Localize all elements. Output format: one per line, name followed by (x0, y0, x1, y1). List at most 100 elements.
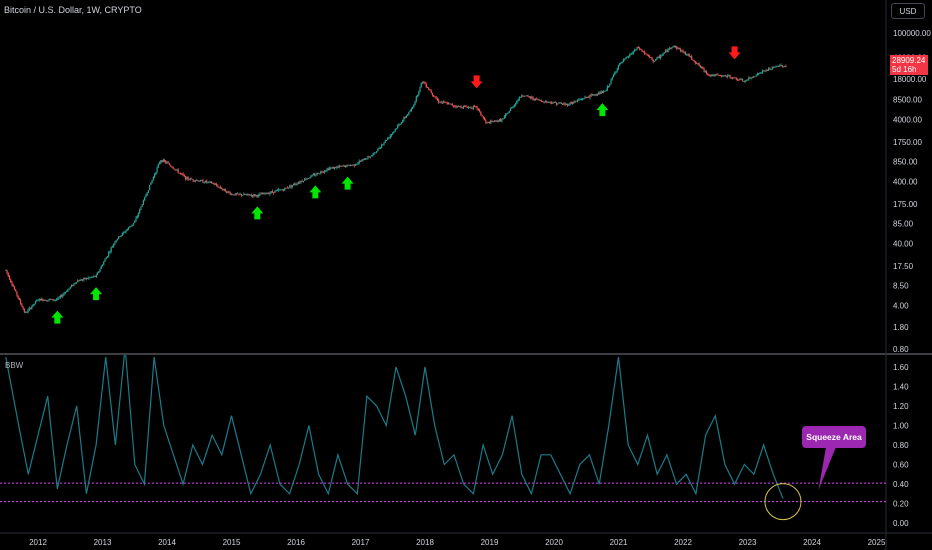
candle-body (65, 291, 68, 293)
candle-body (70, 285, 73, 287)
candle-body (575, 100, 577, 102)
candle-body (728, 75, 730, 77)
candle-body (289, 185, 291, 188)
candle-body (189, 178, 192, 180)
candle-body (595, 94, 597, 96)
candle-body (509, 108, 512, 111)
candle-body (219, 186, 221, 189)
candle-body (774, 66, 776, 68)
candle-body (151, 180, 153, 183)
candle-body (447, 103, 450, 105)
candle-body (399, 124, 401, 125)
candle-body (247, 193, 249, 195)
last-price: 28909.24 (892, 56, 926, 65)
candle-body (429, 89, 431, 91)
candle-body (436, 98, 439, 101)
candle-body (763, 70, 765, 72)
candle-body (33, 303, 35, 305)
candle-body (771, 66, 773, 69)
candle-body (300, 180, 302, 183)
candle-body (746, 79, 749, 81)
candle-body (502, 118, 504, 120)
candle-body (287, 187, 290, 189)
candle-body (364, 159, 367, 160)
currency-button[interactable]: USD (891, 3, 925, 19)
candle-body (505, 114, 507, 117)
candle-body (186, 177, 188, 180)
candle-body (21, 303, 23, 307)
candle-body (116, 238, 118, 241)
candle-body (743, 81, 745, 82)
candle-body (441, 101, 443, 103)
candle-body (655, 59, 657, 61)
candle-body (177, 169, 179, 173)
candle-body (181, 173, 183, 175)
candle-body (249, 194, 251, 196)
candle-body (156, 167, 158, 173)
candle-body (420, 82, 422, 87)
candle-body (683, 51, 685, 53)
candle-body (362, 158, 364, 161)
buy-arrow-icon (341, 176, 354, 190)
candle-body (563, 103, 565, 105)
candle-body (144, 197, 146, 201)
candle-body (549, 101, 551, 103)
candle-body (594, 94, 596, 96)
price-tick-label: 175.00 (893, 200, 918, 209)
candle-body (310, 175, 312, 178)
candle-body (22, 306, 24, 310)
candle-body (501, 119, 503, 122)
candle-body (547, 101, 549, 103)
candle-body (411, 107, 414, 109)
candle-body (478, 109, 481, 112)
candle-body (182, 173, 184, 176)
candle-body (472, 106, 474, 109)
candle-body (660, 55, 662, 58)
candle-body (322, 171, 324, 173)
candle-body (454, 106, 456, 107)
candle-body (251, 195, 254, 197)
candle-body (435, 97, 437, 99)
time-tick-label: 2015 (223, 538, 241, 547)
candle-body (237, 193, 239, 195)
candle-body (367, 156, 369, 159)
bbw-tick-label: 1.60 (893, 363, 909, 372)
candle-body (36, 300, 38, 302)
candle-body (130, 225, 132, 227)
candle-body (671, 47, 673, 49)
candle-body (705, 71, 708, 74)
candle-body (715, 74, 718, 76)
candle-body (276, 189, 278, 191)
candle-body (363, 158, 365, 160)
candle-body (500, 119, 502, 122)
candle-body (760, 72, 762, 74)
candle-body (688, 54, 690, 57)
time-tick-label: 2019 (481, 538, 499, 547)
candle-body (522, 95, 524, 97)
candle-body (754, 76, 756, 78)
candle-body (342, 165, 344, 167)
candle-body (507, 112, 509, 114)
candle-body (88, 277, 90, 279)
candle-body (663, 52, 665, 54)
candle-body (188, 179, 190, 181)
candle-body (374, 152, 376, 154)
candle-body (69, 286, 71, 289)
candle-body (461, 107, 463, 109)
candle-body (296, 183, 298, 185)
candle-body (56, 299, 58, 301)
candle-body (696, 62, 698, 64)
candle-body (524, 95, 527, 97)
candle-body (584, 96, 586, 99)
candle-body (85, 278, 87, 280)
candle-body (739, 79, 741, 80)
candle-body (68, 288, 70, 290)
candle-body (109, 251, 111, 253)
candle-body (338, 165, 341, 167)
candle-body (78, 280, 80, 282)
candle-body (321, 171, 323, 173)
candle-body (178, 172, 181, 174)
candle-body (756, 73, 759, 76)
candle-body (273, 192, 275, 193)
